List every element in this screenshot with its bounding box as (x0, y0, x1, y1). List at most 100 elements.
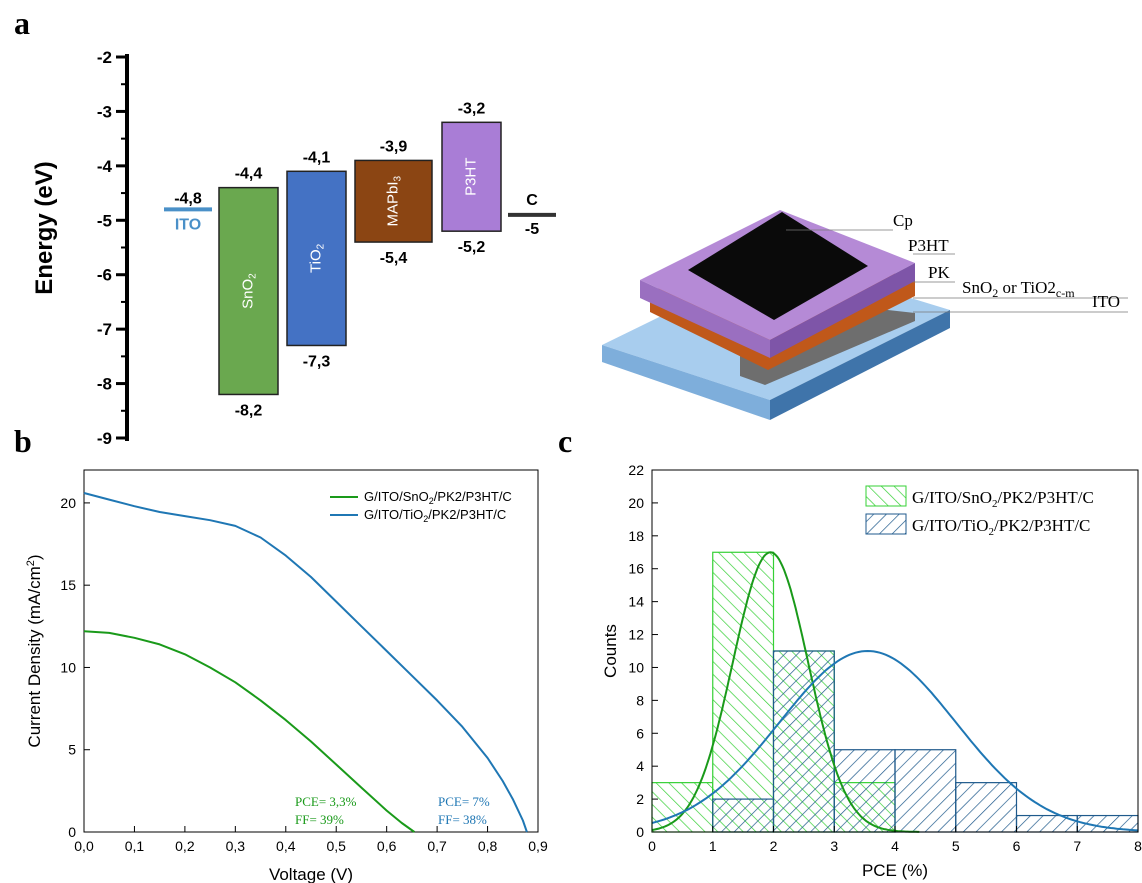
histogram-y-tick-label: 12 (628, 627, 644, 643)
band-mapbi3-name: MAPbI3 (384, 176, 403, 227)
band-sno2 (218, 186, 279, 396)
histogram-bar-sno2 (651, 782, 714, 833)
jv-series (83, 492, 528, 833)
histogram-bar-sno2 (712, 551, 775, 833)
band-p3ht-name: P3HT (462, 158, 479, 196)
band-tio2-name: TiO2 (307, 243, 326, 273)
histogram-y-tick-label: 14 (628, 594, 644, 610)
jv-x-tick-label: 0,0 (74, 838, 94, 854)
jv-x-tick-label: 0,7 (427, 838, 447, 854)
device-label-pk: PK (928, 263, 950, 282)
band-c-name: C (526, 192, 538, 209)
jv-x-axis-title: Voltage (V) (269, 865, 353, 883)
histogram-x-tick-label: 8 (1134, 838, 1142, 854)
energy-axis: -2 -3 -4 -5 -6 -7 -8 -9 (97, 48, 129, 448)
jv-legend-label-sno2: G/ITO/SnO2/PK2/P3HT/C (364, 489, 512, 506)
energy-diagram: Energy (eV) -2 -3 -4 -5 -6 -7 -8 -9 -4,4 -8,2 SnO… (31, 48, 556, 448)
histogram-y-tick-label: 22 (628, 462, 644, 478)
device-label-etl: SnO2 or TiO2c-m (962, 278, 1075, 300)
histogram-legend-swatch-tio2 (865, 513, 907, 535)
energy-tick-label: -7 (97, 320, 112, 339)
jv-y-axis-title: Current Density (mA/cm2) (25, 554, 44, 747)
jv-x-tick-label: 0,1 (125, 838, 145, 854)
histogram-x-tick-label: 6 (1013, 838, 1021, 854)
jv-y-tick-label: 10 (60, 659, 76, 675)
jv-x-tick-label: 0,3 (226, 838, 246, 854)
histogram-fit-curves (651, 551, 1139, 833)
histogram-x-tick-label: 5 (952, 838, 960, 854)
jv-line-tio2 (83, 492, 528, 833)
energy-tick-label: -6 (97, 266, 112, 285)
histogram-y-tick-label: 8 (636, 692, 644, 708)
histogram-y-tick-label: 6 (636, 725, 644, 741)
histogram-y-axis-title: Counts (601, 624, 620, 678)
energy-tick-label: -5 (97, 211, 112, 230)
jv-x-tick-label: 0,6 (377, 838, 397, 854)
histogram-legend-label-tio2: G/ITO/TiO2/PK2/P3HT/C (912, 516, 1090, 538)
jv-y-tick-label: 15 (60, 577, 76, 593)
histogram-bar-tio2 (955, 782, 1018, 833)
band-c-bottom-label: -5 (525, 221, 539, 238)
histogram-bar-tio2 (712, 798, 775, 833)
ito-layer-side (770, 310, 950, 420)
jv-x-tick-label: 0,2 (175, 838, 195, 854)
histogram-y-tick-label: 10 (628, 659, 644, 675)
energy-tick-label: -9 (97, 429, 112, 448)
panel-label-a: a (14, 5, 30, 41)
histogram-x-tick-label: 1 (709, 838, 717, 854)
band-sno2-top-label: -4,4 (235, 166, 263, 183)
histogram-legend-swatch-sno2 (865, 485, 907, 507)
histogram-x-tick-label: 0 (648, 838, 656, 854)
histogram-legend-label-sno2: G/ITO/SnO2/PK2/P3HT/C (912, 488, 1094, 510)
panel-label-c: c (558, 423, 572, 459)
device-label-p3ht: P3HT (908, 236, 949, 255)
band-mapbi3-bottom-label: -5,4 (380, 250, 408, 267)
jv-x-tick-label: 0,4 (276, 838, 296, 854)
jv-y-tick-label: 20 (60, 495, 76, 511)
histogram-bars (651, 551, 1139, 833)
panel-label-b: b (14, 423, 32, 459)
band-mapbi3-top-label: -3,9 (380, 138, 408, 155)
jv-y-tick-label: 0 (68, 824, 76, 840)
band-p3ht (441, 121, 502, 232)
jv-annotation-sno2-pce: PCE= 3,3% (295, 794, 357, 809)
band-p3ht-bottom-label: -5,2 (458, 239, 486, 256)
histogram-y-tick-label: 18 (628, 528, 644, 544)
jv-annotation-tio2-pce: PCE= 7% (438, 794, 490, 809)
device-label-cp: Cp (893, 211, 913, 230)
histogram-y-tick-label: 2 (636, 791, 644, 807)
jv-line-sno2 (83, 630, 415, 833)
histogram-y-tick-label: 20 (628, 495, 644, 511)
band-tio2-top-label: -4,1 (303, 149, 331, 166)
energy-bands: -4,4 -8,2 SnO2 -4,1 -7,3 TiO2 -3,9 -5,4 MAPbI3 -3… (164, 100, 556, 419)
histogram-bar-tio2 (772, 650, 835, 833)
energy-tick-label: -4 (97, 157, 113, 176)
jv-legend-label-tio2: G/ITO/TiO2/PK2/P3HT/C (364, 507, 506, 524)
histogram-y-tick-label: 0 (636, 824, 644, 840)
energy-tick-label: -2 (97, 48, 112, 67)
device-stack-illustration: Cp P3HT PK SnO2 or TiO2c-m ITO (602, 210, 1128, 420)
band-sno2-bottom-label: -8,2 (235, 402, 263, 419)
energy-tick-label: -3 (97, 102, 112, 121)
jv-x-tick-label: 0,5 (326, 838, 346, 854)
band-mapbi3 (354, 159, 433, 243)
jv-y-tick-label: 5 (68, 742, 76, 758)
band-tio2-bottom-label: -7,3 (303, 353, 331, 370)
histogram-fit-tio2 (651, 649, 1139, 832)
jv-annotation-sno2-ff: FF= 39% (295, 812, 344, 827)
jv-x-tick-label: 0,8 (478, 838, 498, 854)
band-tio2 (286, 170, 347, 347)
jv-chart: 0,0 0,1 0,2 0,3 0,4 0,5 0,6 0,7 0,8 0,9 0 5 10 15 20 V… (25, 469, 548, 883)
histogram-x-tick-label: 2 (770, 838, 778, 854)
energy-tick-label: -8 (97, 375, 112, 394)
band-ito-name: ITO (175, 216, 201, 233)
jv-axes: 0,0 0,1 0,2 0,3 0,4 0,5 0,6 0,7 0,8 0,9 0 5 10 15 20 (60, 495, 548, 854)
energy-axis-title: Energy (eV) (31, 161, 58, 294)
histogram-y-tick-label: 4 (636, 758, 644, 774)
histogram-x-axis-title: PCE (%) (862, 861, 928, 880)
carbon-electrode (688, 212, 868, 320)
histogram-x-tick-label: 4 (891, 838, 899, 854)
